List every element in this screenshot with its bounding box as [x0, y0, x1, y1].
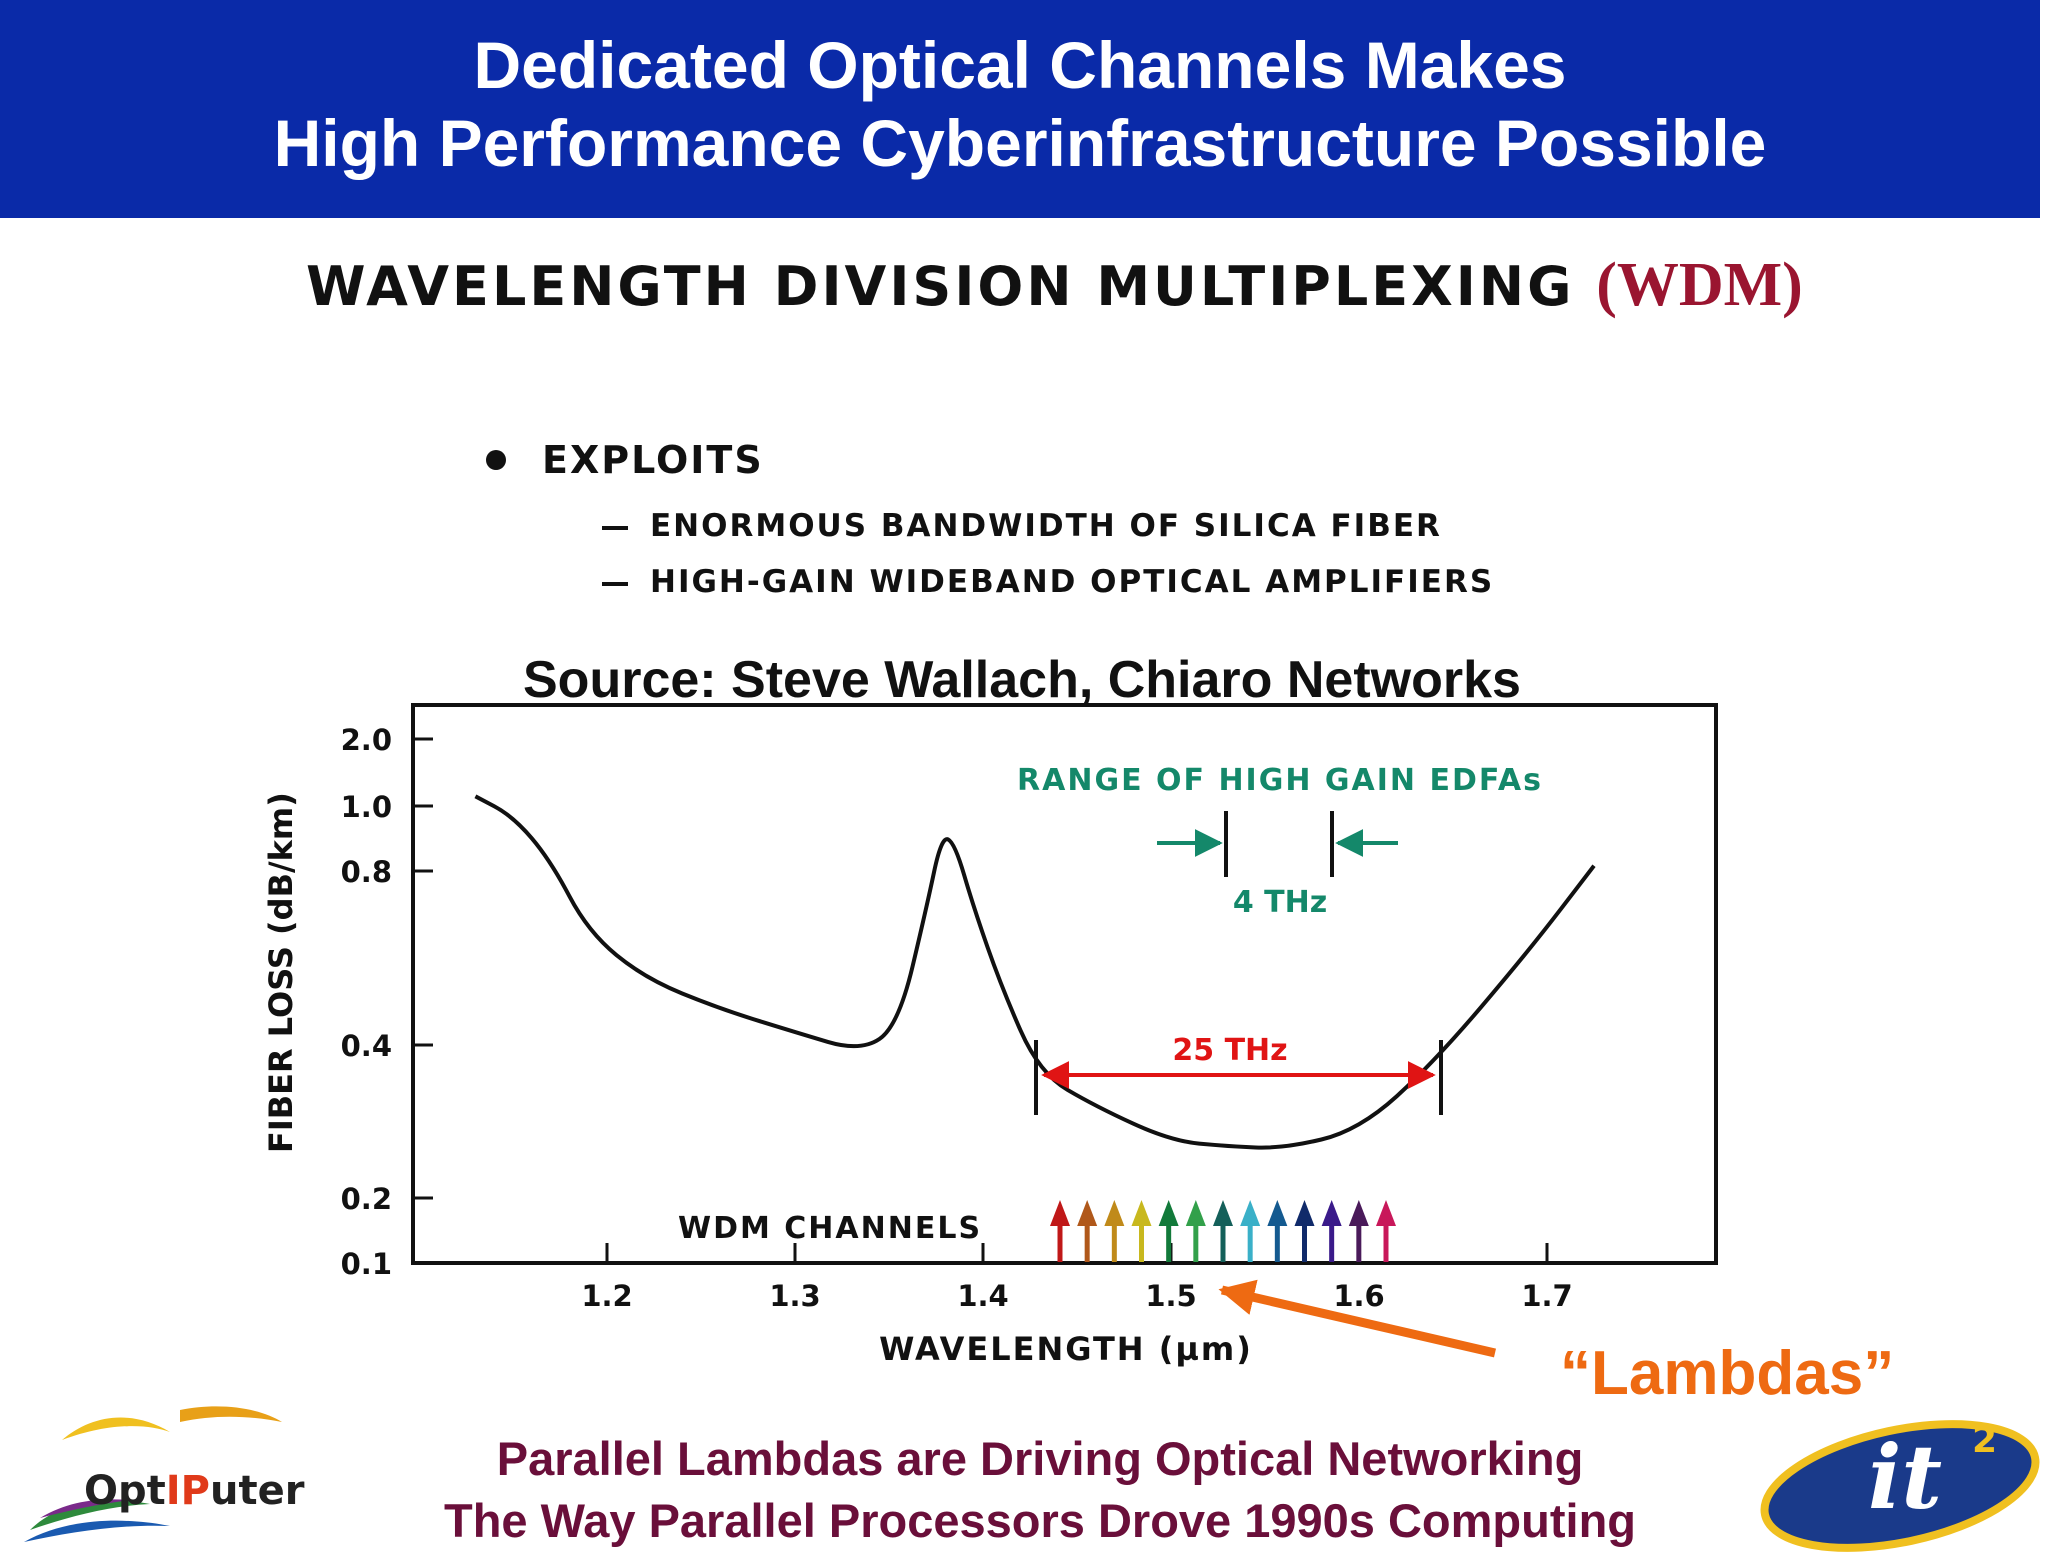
- wdm-abbreviation: (WDM): [1596, 251, 1803, 319]
- optiputer-logo: OptIPuter: [24, 1406, 305, 1542]
- bullet-icon: [486, 450, 506, 470]
- wdm-heading-text: WAVELENGTH DIVISION MULTIPLEXING: [306, 255, 1575, 318]
- x-tick-label: 1.5: [1145, 1279, 1196, 1313]
- wdm-channels-label: WDM CHANNELS: [678, 1211, 982, 1246]
- slide-title-line-1: Dedicated Optical Channels Makes: [473, 28, 1567, 102]
- exploits-item: ENORMOUS BANDWIDTH OF SILICA FIBER: [602, 508, 1494, 544]
- slide-header: Dedicated Optical Channels Makes High Pe…: [0, 0, 2040, 218]
- wdm-channel-arrow: [1240, 1200, 1261, 1262]
- it2-logo: it 2: [1760, 1420, 2040, 1552]
- slide-title-line-2: High Performance Cyberinfrastructure Pos…: [273, 106, 1767, 180]
- y-axis-label: FIBER LOSS (dB/km): [262, 792, 300, 1153]
- dash-icon: [602, 525, 628, 530]
- x-axis-ticks: 1.2 1.3 1.4 1.5 1.6 1.7: [581, 1243, 1573, 1313]
- edfa-range-label: RANGE OF HIGH GAIN EDFAs: [1017, 763, 1543, 798]
- wdm-channel-arrow: [1213, 1200, 1233, 1262]
- exploits-list: EXPLOITS ENORMOUS BANDWIDTH OF SILICA FI…: [486, 438, 1494, 600]
- wdm-channel-arrow: [1050, 1200, 1070, 1262]
- x-tick-label: 1.2: [581, 1279, 632, 1313]
- y-tick-label: 0.2: [341, 1182, 392, 1216]
- lambdas-label: “Lambdas”: [1560, 1339, 1895, 1408]
- wdm-channel-arrow: [1158, 1200, 1179, 1262]
- slide-footer: Parallel Lambdas are Driving Optical Net…: [300, 1428, 1780, 1552]
- exploits-heading-row: EXPLOITS: [486, 438, 1494, 482]
- band-width-label: 25 THz: [1172, 1033, 1287, 1068]
- wdm-channel-arrow: [1376, 1200, 1396, 1262]
- plot-frame: [411, 703, 1718, 1265]
- exploits-item-text: ENORMOUS BANDWIDTH OF SILICA FIBER: [650, 508, 1442, 544]
- footer-line-2: The Way Parallel Processors Drove 1990s …: [444, 1494, 1636, 1547]
- svg-text:OptIPuter: OptIPuter: [84, 1468, 305, 1514]
- x-axis-label: WAVELENGTH (µm): [879, 1330, 1253, 1368]
- wdm-channel-arrow: [1267, 1200, 1288, 1262]
- wdm-channel-arrow: [1185, 1200, 1206, 1262]
- edfa-width-label: 4 THz: [1233, 885, 1327, 920]
- wdm-channel-arrow: [1104, 1200, 1125, 1262]
- wdm-channel-arrow: [1294, 1200, 1315, 1262]
- wdm-channel-arrow: [1321, 1200, 1342, 1262]
- y-tick-label: 0.4: [341, 1029, 392, 1063]
- x-tick-label: 1.6: [1333, 1279, 1384, 1313]
- exploits-item-text: HIGH-GAIN WIDEBAND OPTICAL AMPLIFIERS: [650, 564, 1495, 600]
- exploits-item: HIGH-GAIN WIDEBAND OPTICAL AMPLIFIERS: [602, 564, 1494, 600]
- svg-text:it: it: [1868, 1425, 1942, 1529]
- exploits-heading: EXPLOITS: [542, 438, 764, 482]
- wdm-channel-arrow: [1131, 1200, 1152, 1262]
- wdm-channel-arrows: [1050, 1200, 1396, 1262]
- svg-text:2: 2: [1972, 1420, 1997, 1461]
- loss-curve: [474, 794, 1596, 1150]
- y-tick-label: 1.0: [341, 790, 392, 824]
- x-tick-label: 1.4: [957, 1279, 1008, 1313]
- footer-line-1: Parallel Lambdas are Driving Optical Net…: [496, 1432, 1584, 1485]
- wdm-heading: WAVELENGTH DIVISION MULTIPLEXING (WDM): [306, 250, 1803, 321]
- lambdas-pointer-arrow: [1218, 1279, 1497, 1358]
- x-tick-label: 1.3: [769, 1279, 820, 1313]
- y-tick-label: 0.1: [341, 1247, 392, 1281]
- y-tick-label: 0.8: [341, 855, 392, 889]
- dash-icon: [602, 581, 628, 586]
- x-tick-label: 1.7: [1521, 1279, 1572, 1313]
- y-tick-label: 2.0: [341, 723, 392, 757]
- wdm-channel-arrow: [1348, 1200, 1369, 1262]
- wdm-channel-arrow: [1077, 1200, 1098, 1262]
- source-citation: Source: Steve Wallach, Chiaro Networks: [523, 651, 1521, 709]
- y-axis-ticks: 2.0 1.0 0.8 0.4 0.2 0.1: [341, 723, 433, 1281]
